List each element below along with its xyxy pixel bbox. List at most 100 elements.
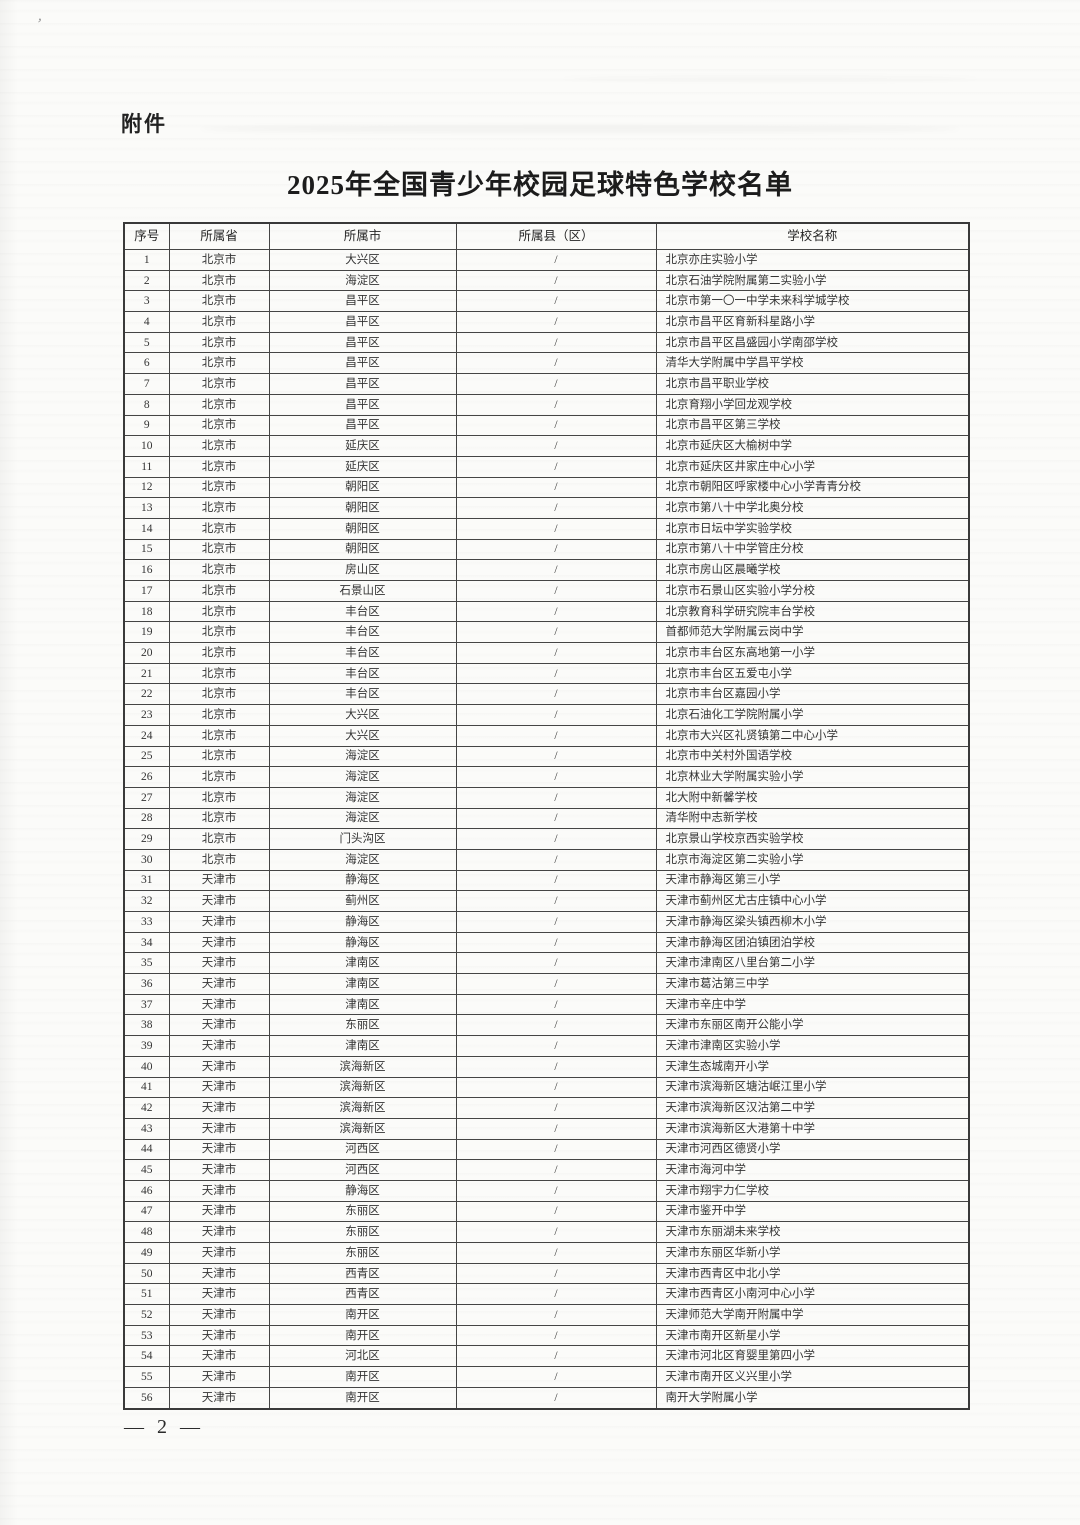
cell-city: 南开区 xyxy=(268,1366,457,1388)
cell-no: 20 xyxy=(123,642,170,664)
cell-no: 37 xyxy=(123,993,170,1016)
cell-school: 天津市滨海新区汉沽第二中学 xyxy=(655,1097,970,1119)
cell-county: / xyxy=(455,662,657,685)
cell-province: 北京市 xyxy=(168,269,270,292)
cell-province: 天津市 xyxy=(168,890,270,912)
cell-city: 石景山区 xyxy=(268,580,457,602)
attachment-label: 附件 xyxy=(121,113,167,136)
cell-school: 天津市葛沽第三中学 xyxy=(655,973,970,995)
cell-city: 昌平区 xyxy=(268,414,457,437)
table-row: 40 天津市 滨海新区 / 天津生态城南开小学 xyxy=(123,1055,970,1078)
table-row: 39 天津市 津南区 / 天津市津南区实验小学 xyxy=(123,1035,970,1057)
cell-county: / xyxy=(455,1221,657,1243)
cell-city: 丰台区 xyxy=(268,642,457,664)
cell-county: / xyxy=(455,1076,657,1099)
cell-province: 北京市 xyxy=(168,497,270,519)
cell-city: 河北区 xyxy=(268,1345,457,1368)
cell-county: / xyxy=(455,973,657,995)
cell-school: 北京市朝阳区呼家楼中心小学青青分校 xyxy=(655,476,970,499)
cell-province: 北京市 xyxy=(168,352,270,375)
cell-no: 31 xyxy=(123,869,170,892)
cell-county: / xyxy=(455,1242,657,1264)
cell-province: 天津市 xyxy=(168,973,270,995)
cell-city: 丰台区 xyxy=(268,662,457,685)
cell-county: / xyxy=(455,476,657,499)
table-row: 20 北京市 丰台区 / 北京市丰台区东高地第一小学 xyxy=(123,642,970,664)
cell-school: 天津市翔宇力仁学校 xyxy=(655,1179,970,1202)
cell-county: / xyxy=(455,1262,657,1285)
cell-no: 48 xyxy=(123,1221,170,1243)
cell-no: 44 xyxy=(123,1138,170,1161)
cell-no: 53 xyxy=(123,1324,170,1347)
cell-province: 天津市 xyxy=(168,1014,270,1037)
cell-no: 28 xyxy=(123,807,170,830)
table-row: 41 天津市 滨海新区 / 天津市滨海新区塘沽岷江里小学 xyxy=(123,1076,970,1099)
cell-province: 北京市 xyxy=(168,476,270,499)
cell-no: 33 xyxy=(123,911,170,933)
cell-city: 静海区 xyxy=(268,911,457,933)
table-row: 5 北京市 昌平区 / 北京市昌平区昌盛园小学南邵学校 xyxy=(123,331,970,354)
cell-city: 昌平区 xyxy=(268,290,457,313)
table-row: 6 北京市 昌平区 / 清华大学附属中学昌平学校 xyxy=(123,352,970,375)
cell-city: 滨海新区 xyxy=(268,1076,457,1099)
cell-city: 静海区 xyxy=(268,869,457,892)
cell-county: / xyxy=(455,517,657,540)
cell-school: 北京教育科学研究院丰台学校 xyxy=(655,600,970,623)
cell-no: 15 xyxy=(123,538,170,561)
cell-school: 天津市南开区新星小学 xyxy=(655,1324,970,1347)
cell-province: 天津市 xyxy=(168,1283,270,1306)
cell-city: 朝阳区 xyxy=(268,497,457,519)
cell-no: 45 xyxy=(123,1159,170,1181)
table-row: 14 北京市 朝阳区 / 北京市日坛中学实验学校 xyxy=(123,517,970,540)
cell-city: 朝阳区 xyxy=(268,476,457,499)
cell-province: 天津市 xyxy=(168,869,270,892)
cell-province: 北京市 xyxy=(168,766,270,788)
cell-no: 16 xyxy=(123,559,170,581)
header-county: 所属县（区） xyxy=(455,222,657,250)
cell-county: / xyxy=(455,331,657,354)
table-row: 48 天津市 东丽区 / 天津市东丽湖未来学校 xyxy=(123,1221,970,1243)
cell-school: 北京市丰台区五爱屯小学 xyxy=(655,662,970,685)
page-number: — 2 — xyxy=(124,1416,204,1438)
cell-school: 北京亦庄实验小学 xyxy=(655,249,970,271)
cell-city: 门头沟区 xyxy=(268,828,457,850)
table-row: 27 北京市 海淀区 / 北大附中新馨学校 xyxy=(123,786,970,809)
cell-city: 东丽区 xyxy=(268,1242,457,1264)
cell-county: / xyxy=(455,931,657,954)
cell-city: 滨海新区 xyxy=(268,1097,457,1119)
schools-table: 序号 所属省 所属市 所属县（区） 学校名称 1 北京市 大兴区 / 北京亦庄实验小学 2… xyxy=(123,222,970,1410)
cell-province: 北京市 xyxy=(168,786,270,809)
cell-city: 昌平区 xyxy=(268,393,457,416)
table-row: 2 北京市 海淀区 / 北京石油学院附属第二实验小学 xyxy=(123,269,970,292)
cell-county: / xyxy=(455,642,657,664)
cell-province: 天津市 xyxy=(168,1159,270,1181)
cell-county: / xyxy=(455,269,657,292)
cell-no: 2 xyxy=(123,269,170,292)
cell-city: 海淀区 xyxy=(268,766,457,788)
table-row: 35 天津市 津南区 / 天津市津南区八里台第二小学 xyxy=(123,952,970,975)
cell-county: / xyxy=(455,766,657,788)
cell-no: 24 xyxy=(123,724,170,747)
table-row: 43 天津市 滨海新区 / 天津市滨海新区大港第十中学 xyxy=(123,1117,970,1140)
cell-city: 朝阳区 xyxy=(268,538,457,561)
cell-city: 滨海新区 xyxy=(268,1055,457,1078)
cell-school: 天津市西青区中北小学 xyxy=(655,1262,970,1285)
cell-province: 天津市 xyxy=(168,931,270,954)
cell-school: 天津市东丽湖未来学校 xyxy=(655,1221,970,1243)
cell-county: / xyxy=(455,911,657,933)
cell-province: 北京市 xyxy=(168,704,270,726)
table-row: 30 北京市 海淀区 / 北京市海淀区第二实验小学 xyxy=(123,848,970,871)
table-row: 29 北京市 门头沟区 / 北京景山学校京西实验学校 xyxy=(123,828,970,850)
cell-city: 东丽区 xyxy=(268,1014,457,1037)
cell-province: 天津市 xyxy=(168,1076,270,1099)
cell-city: 延庆区 xyxy=(268,455,457,478)
cell-no: 46 xyxy=(123,1179,170,1202)
table-row: 49 天津市 东丽区 / 天津市东丽区华新小学 xyxy=(123,1242,970,1264)
cell-school: 天津市鉴开中学 xyxy=(655,1200,970,1223)
cell-county: / xyxy=(455,393,657,416)
table-row: 8 北京市 昌平区 / 北京育翔小学回龙观学校 xyxy=(123,393,970,416)
cell-city: 南开区 xyxy=(268,1324,457,1347)
cell-no: 43 xyxy=(123,1117,170,1140)
cell-city: 东丽区 xyxy=(268,1200,457,1223)
